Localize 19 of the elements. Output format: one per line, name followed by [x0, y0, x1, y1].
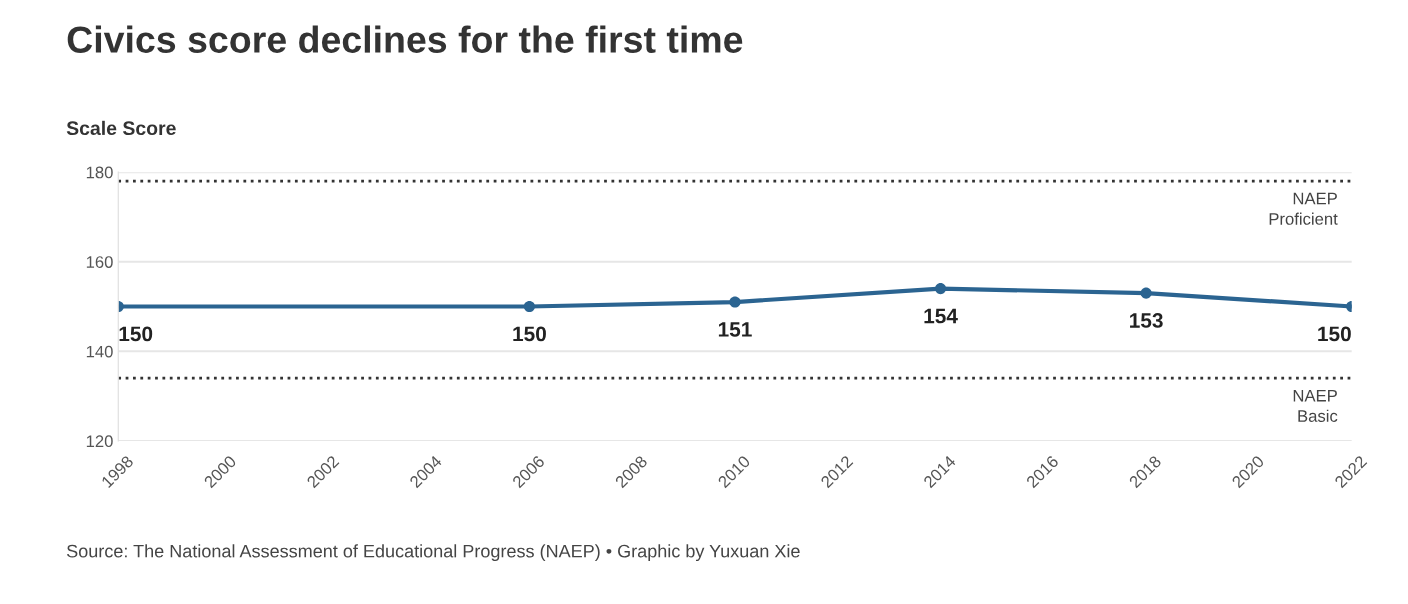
y-tick-label: 160: [86, 256, 113, 268]
ref-line-label: NAEP Proficient: [1269, 192, 1338, 225]
data-label: 150: [513, 326, 546, 342]
y-tick-label: 180: [86, 166, 113, 179]
chart-title: Civics score declines for the first time: [67, 25, 743, 53]
ref-line-label: NAEP Basic: [1293, 389, 1338, 422]
data-label: 150: [119, 326, 153, 342]
point: [523, 300, 535, 313]
point: [1140, 287, 1152, 299]
point: [934, 283, 947, 295]
data-label: 150: [1318, 326, 1351, 342]
y-tick-label: 120: [86, 435, 113, 448]
source-note: Source: The National Assessment of Educational Progress (NAEP) • Graphic by Yuxuan Xie: [67, 544, 800, 562]
data-label: 154: [924, 308, 958, 324]
data-label: 151: [718, 322, 752, 337]
point: [729, 296, 741, 308]
y-tick-label: 140: [86, 345, 113, 358]
data-label: 153: [1130, 313, 1163, 328]
y-axis-title: Scale Score: [66, 120, 176, 136]
